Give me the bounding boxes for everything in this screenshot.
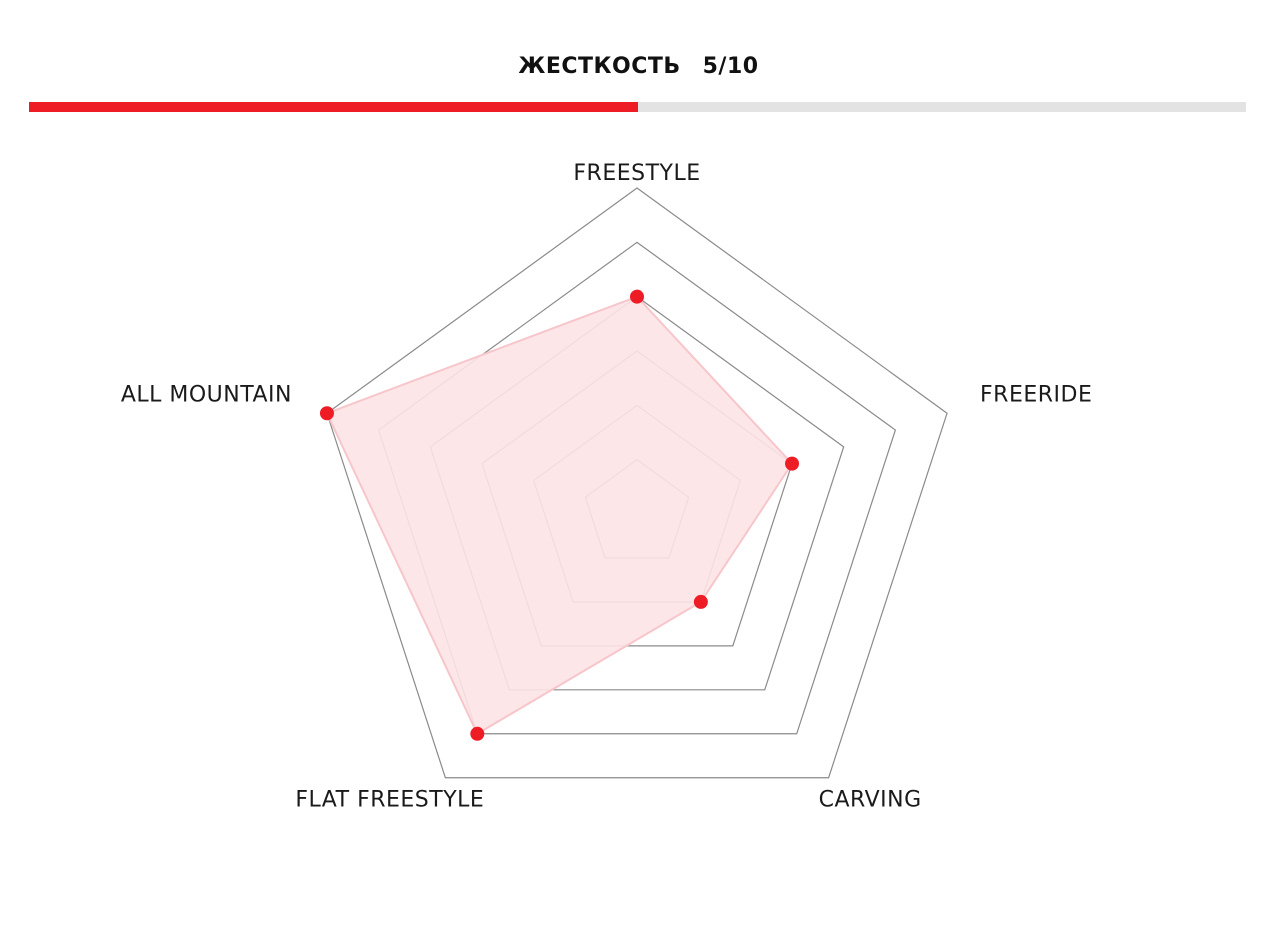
radar-axis-label-freestyle: FREESTYLE xyxy=(573,161,700,186)
radar-point-freestyle xyxy=(630,289,644,304)
radar-area-layer xyxy=(325,295,794,736)
radar-axis-label-flat-freestyle: FLAT FREESTYLE xyxy=(295,788,484,813)
stiffness-header: ЖЕСТКОСТЬ 5/10 xyxy=(0,54,1277,79)
radar-grid-ring xyxy=(326,187,948,779)
radar-point-all-mountain xyxy=(319,406,334,421)
radar-axis-label-carving: CARVING xyxy=(819,788,922,813)
radar-point-carving xyxy=(693,594,708,609)
radar-data-area xyxy=(325,295,794,736)
stiffness-value: 5/10 xyxy=(702,54,759,79)
radar-points xyxy=(319,289,800,741)
stiffness-progress-bar xyxy=(29,102,1246,112)
radar-point-freeride xyxy=(785,456,800,471)
radar-axis-labels: FREESTYLE FREERIDE CARVING FLAT FREESTYLE AL… xyxy=(121,161,1092,813)
stiffness-label: ЖЕСТКОСТЬ xyxy=(518,54,681,79)
radar-point-flat-freestyle xyxy=(470,726,485,741)
radar-axis-label-all-mountain: ALL MOUNTAIN xyxy=(121,382,292,407)
stiffness-progress-fill xyxy=(29,102,638,112)
radar-axis-label-freeride: FREERIDE xyxy=(980,382,1092,407)
